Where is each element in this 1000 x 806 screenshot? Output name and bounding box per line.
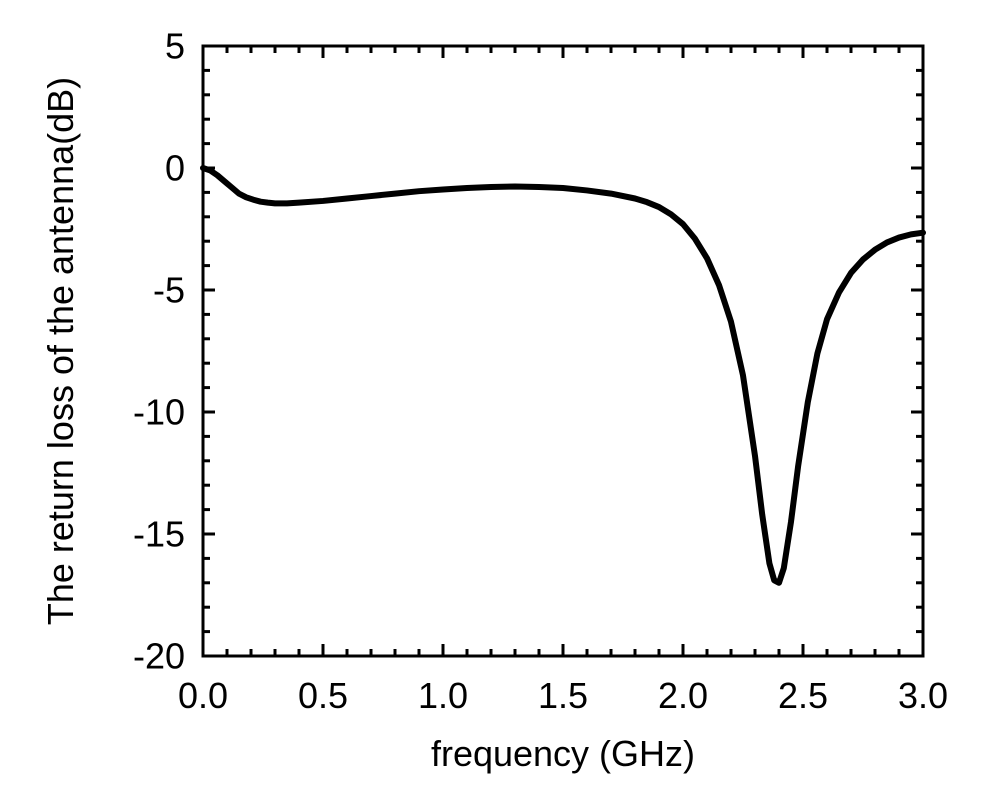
svg-text:-10: -10: [133, 392, 185, 433]
svg-text:2.5: 2.5: [778, 675, 828, 716]
svg-text:1.5: 1.5: [538, 675, 588, 716]
svg-text:1.0: 1.0: [418, 675, 468, 716]
svg-text:2.0: 2.0: [658, 675, 708, 716]
y-axis-label: The return loss of the antenna(dB): [40, 77, 81, 625]
svg-text:-5: -5: [153, 270, 185, 311]
return-loss-chart: 0.0 0.5 1.0 1.5 2.0 2.5 3.0 -20 -15 -10 -5 0 5 freque…: [0, 0, 1000, 806]
svg-text:0.5: 0.5: [298, 675, 348, 716]
svg-text:0: 0: [165, 148, 185, 189]
svg-text:5: 5: [165, 26, 185, 67]
svg-text:3.0: 3.0: [898, 675, 948, 716]
svg-text:-15: -15: [133, 514, 185, 555]
svg-text:0.0: 0.0: [178, 675, 228, 716]
chart-container: 0.0 0.5 1.0 1.5 2.0 2.5 3.0 -20 -15 -10 -5 0 5 freque…: [0, 0, 1000, 806]
x-axis-label: frequency (GHz): [431, 733, 695, 774]
svg-text:-20: -20: [133, 636, 185, 677]
